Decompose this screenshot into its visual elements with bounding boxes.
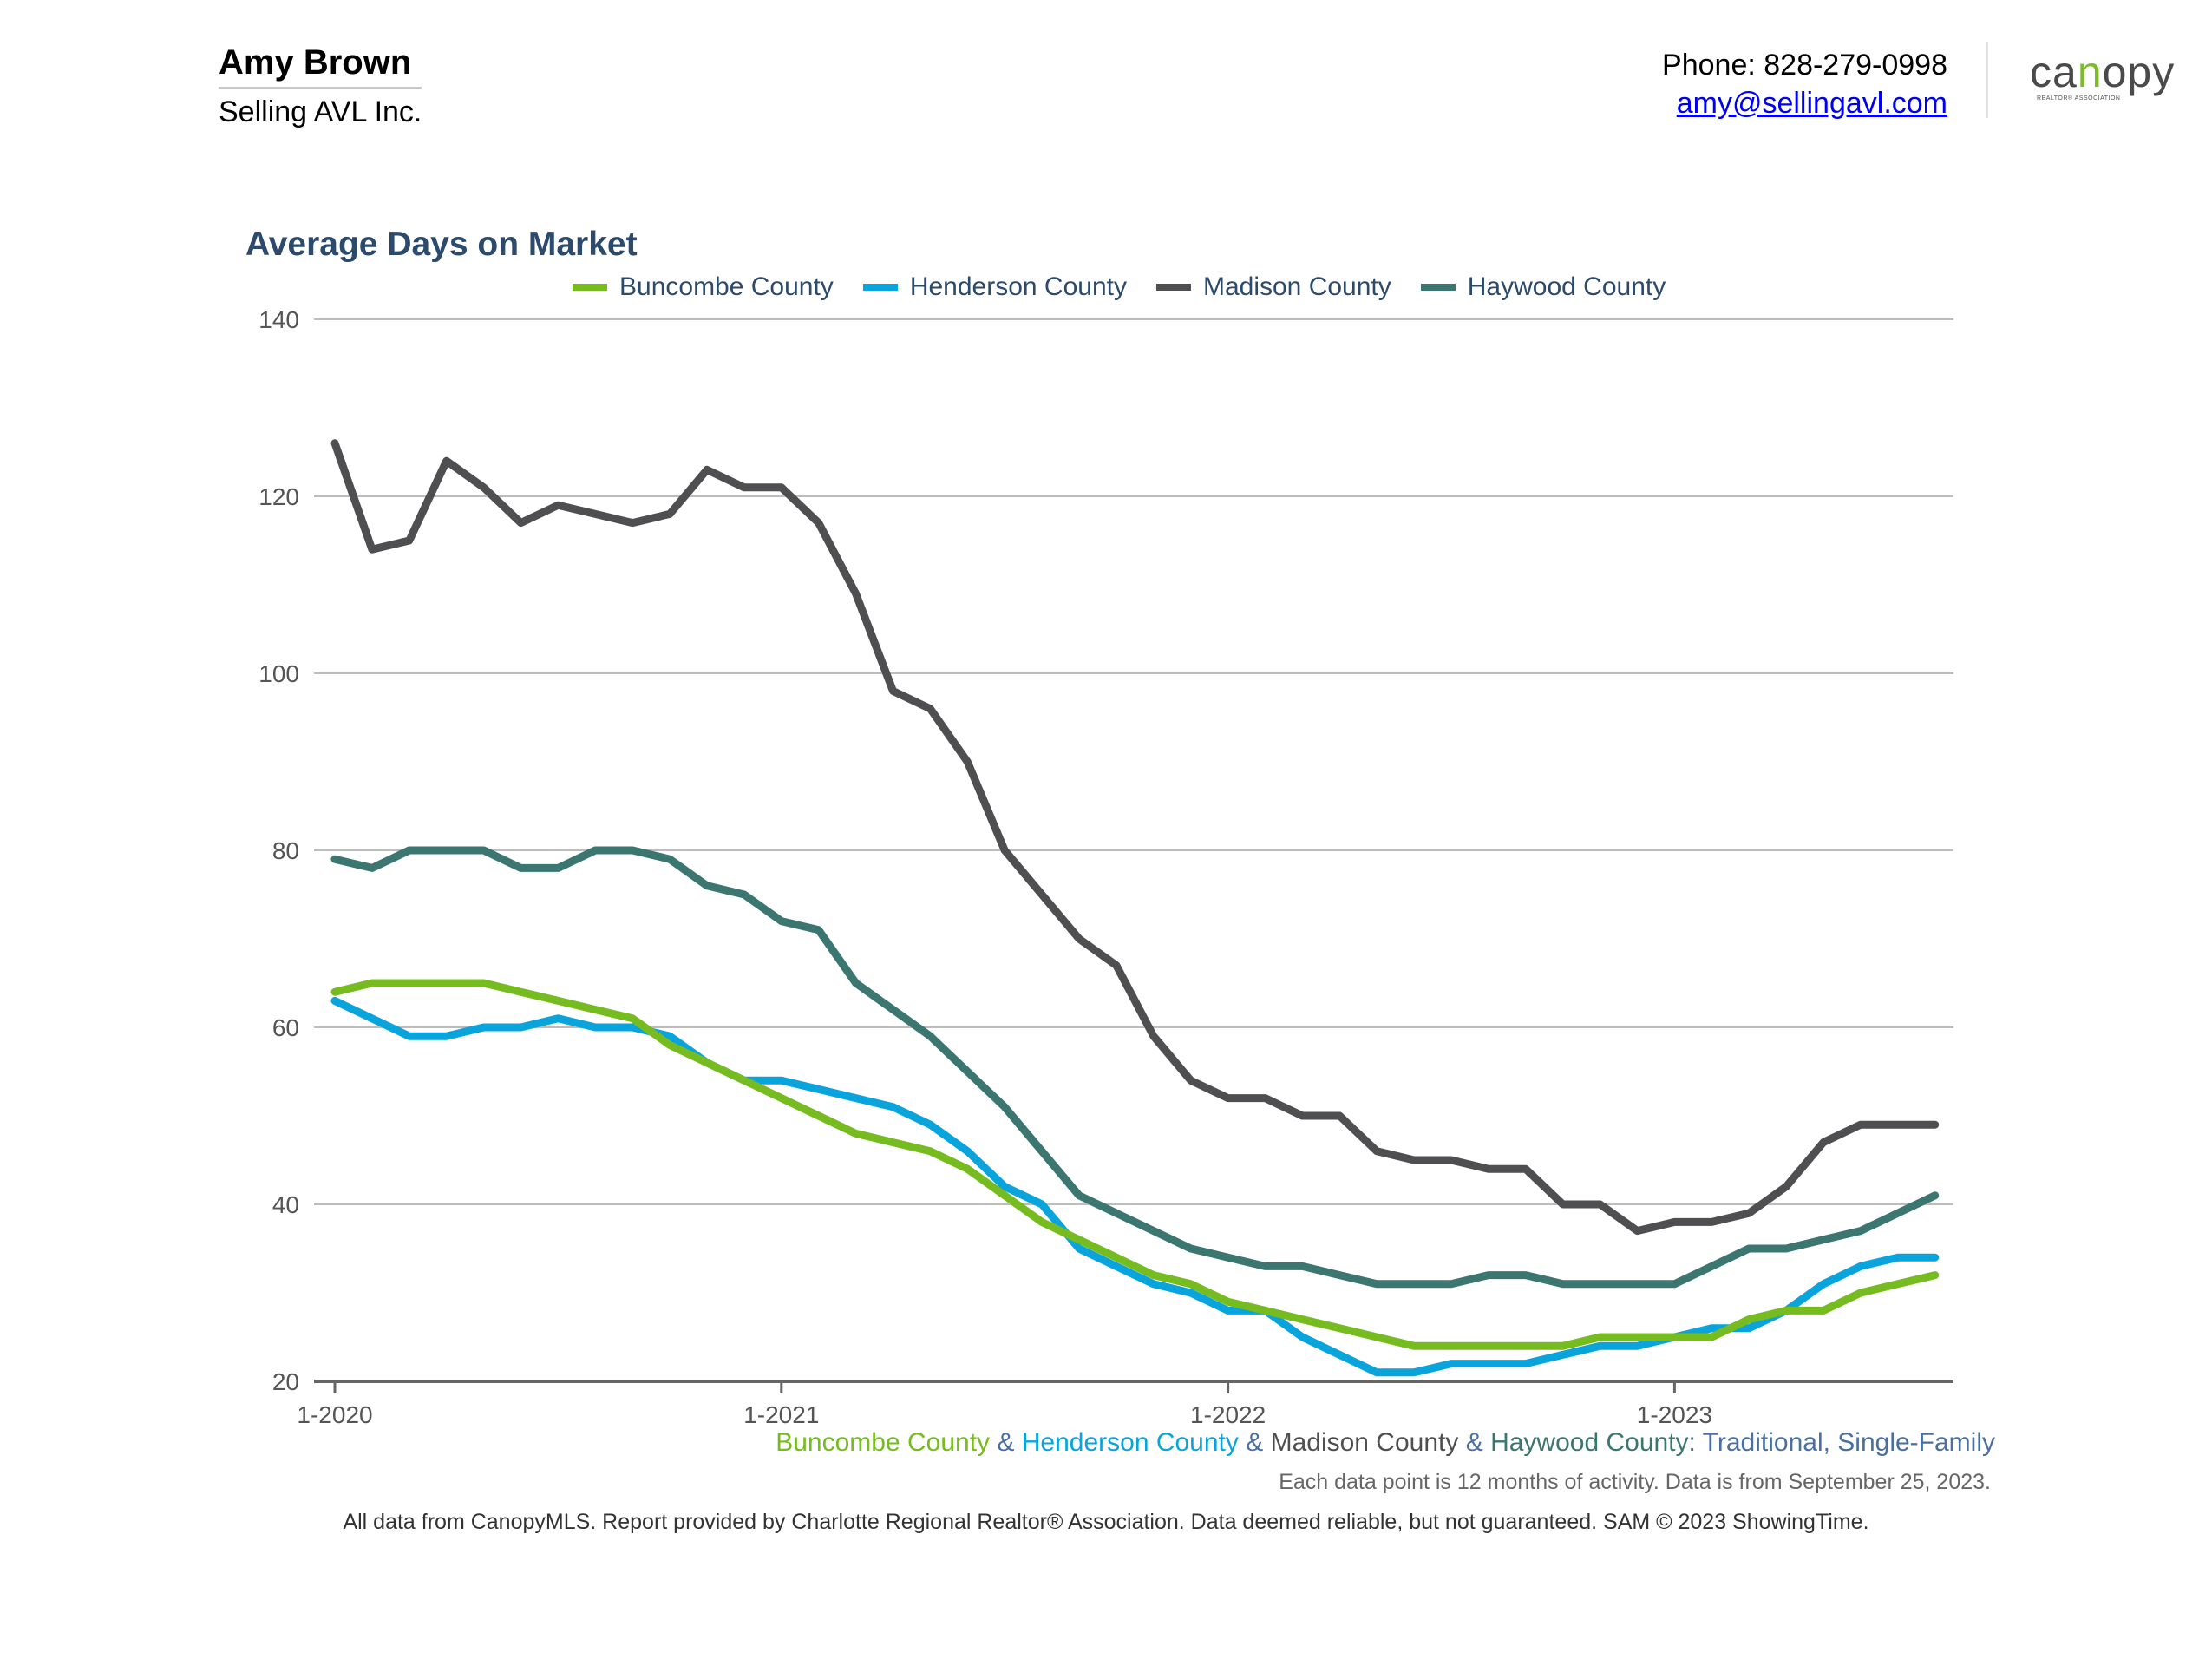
canopy-logo: canopy REALTOR® ASSOCIATION	[2030, 50, 2175, 102]
legend-label-henderson: Henderson County	[909, 272, 1127, 301]
legend-item-madison: Madison County	[1155, 272, 1391, 302]
y-tick-label: 80	[272, 837, 299, 864]
grid-lines	[314, 318, 1953, 1383]
contact-email-link[interactable]: amy@sellingavl.com	[1676, 87, 1947, 120]
subtitle-part-1: &	[990, 1428, 1022, 1457]
subtitle-part-3: &	[1238, 1428, 1271, 1457]
series-line-buncombe-county	[330, 979, 1940, 1350]
series-lines	[330, 439, 1940, 1377]
logo-text-accent: n	[2077, 48, 2103, 96]
chart-subtitle: Buncombe County & Henderson County & Mad…	[776, 1428, 1995, 1458]
subtitle-part-4: Madison County	[1270, 1428, 1459, 1457]
y-tick-label: 100	[259, 660, 299, 687]
series-line-madison-county	[330, 439, 1940, 1236]
agent-name-underline	[219, 87, 422, 89]
y-tick-label: 120	[259, 483, 299, 510]
footer-disclaimer: All data from CanopyMLS. Report provided…	[343, 1510, 1869, 1534]
y-tick-label: 60	[272, 1014, 299, 1041]
subtitle-part-7: : Traditional, Single-Family	[1688, 1428, 1995, 1457]
legend-swatch-haywood	[1420, 284, 1456, 291]
legend-label-buncombe: Buncombe County	[619, 272, 834, 301]
legend-label-madison: Madison County	[1202, 272, 1391, 301]
logo-text-post: opy	[2102, 48, 2176, 96]
x-tick-label: 1-2022	[1190, 1401, 1266, 1428]
x-axis-ticks: 1-2020 1-2021 1-2022 1-2023	[297, 1381, 1712, 1428]
y-axis-ticks: 20 40 60 80 100 120 140	[259, 306, 299, 1395]
legend-label-haywood: Haywood County	[1467, 272, 1666, 301]
agent-name: Amy Brown	[219, 43, 412, 82]
legend-swatch-henderson	[862, 284, 898, 291]
canopy-logo-subtext: REALTOR® ASSOCIATION	[2037, 95, 2121, 102]
legend-swatch-buncombe	[573, 284, 607, 291]
contact-phone: Phone: 828-279-0998	[1662, 49, 1947, 82]
logo-text-pre: ca	[2030, 48, 2078, 96]
series-line-haywood-county	[330, 846, 1940, 1289]
chart-title: Average Days on Market	[245, 226, 638, 263]
x-tick-label: 1-2020	[297, 1401, 372, 1428]
legend-item-henderson: Henderson County	[862, 272, 1127, 302]
series-line-henderson-county	[330, 996, 1940, 1377]
legend-item-haywood: Haywood County	[1420, 272, 1666, 302]
subtitle-part-6: Haywood County	[1490, 1428, 1689, 1457]
subtitle-part-0: Buncombe County	[776, 1428, 991, 1457]
subtitle-part-5: &	[1458, 1428, 1491, 1457]
header-divider	[1986, 42, 1988, 118]
y-tick-label: 140	[259, 306, 299, 333]
subtitle-part-2: Henderson County	[1021, 1428, 1239, 1457]
legend-swatch-madison	[1155, 284, 1191, 291]
chart-legend: Buncombe County Henderson County Madison…	[573, 272, 1695, 302]
y-tick-label: 20	[272, 1368, 299, 1395]
canopy-logo-wordmark: canopy	[2030, 50, 2175, 94]
agent-company: Selling AVL Inc.	[219, 95, 422, 128]
data-note: Each data point is 12 months of activity…	[1279, 1470, 1991, 1494]
legend-item-buncombe: Buncombe County	[573, 272, 834, 302]
x-tick-label: 1-2023	[1637, 1401, 1712, 1428]
x-tick-label: 1-2021	[743, 1401, 819, 1428]
y-tick-label: 40	[272, 1191, 299, 1218]
